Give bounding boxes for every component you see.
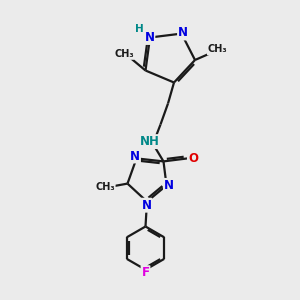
Text: CH₃: CH₃	[95, 182, 115, 192]
Text: N: N	[141, 199, 152, 212]
Text: F: F	[142, 266, 149, 279]
Text: NH: NH	[140, 135, 160, 148]
Text: N: N	[130, 149, 140, 163]
Text: O: O	[188, 152, 198, 165]
Text: H: H	[135, 24, 144, 34]
Text: N: N	[164, 179, 174, 192]
Text: CH₃: CH₃	[114, 49, 134, 59]
Text: CH₃: CH₃	[208, 44, 227, 55]
Text: N: N	[144, 31, 154, 44]
Text: N: N	[178, 26, 188, 40]
